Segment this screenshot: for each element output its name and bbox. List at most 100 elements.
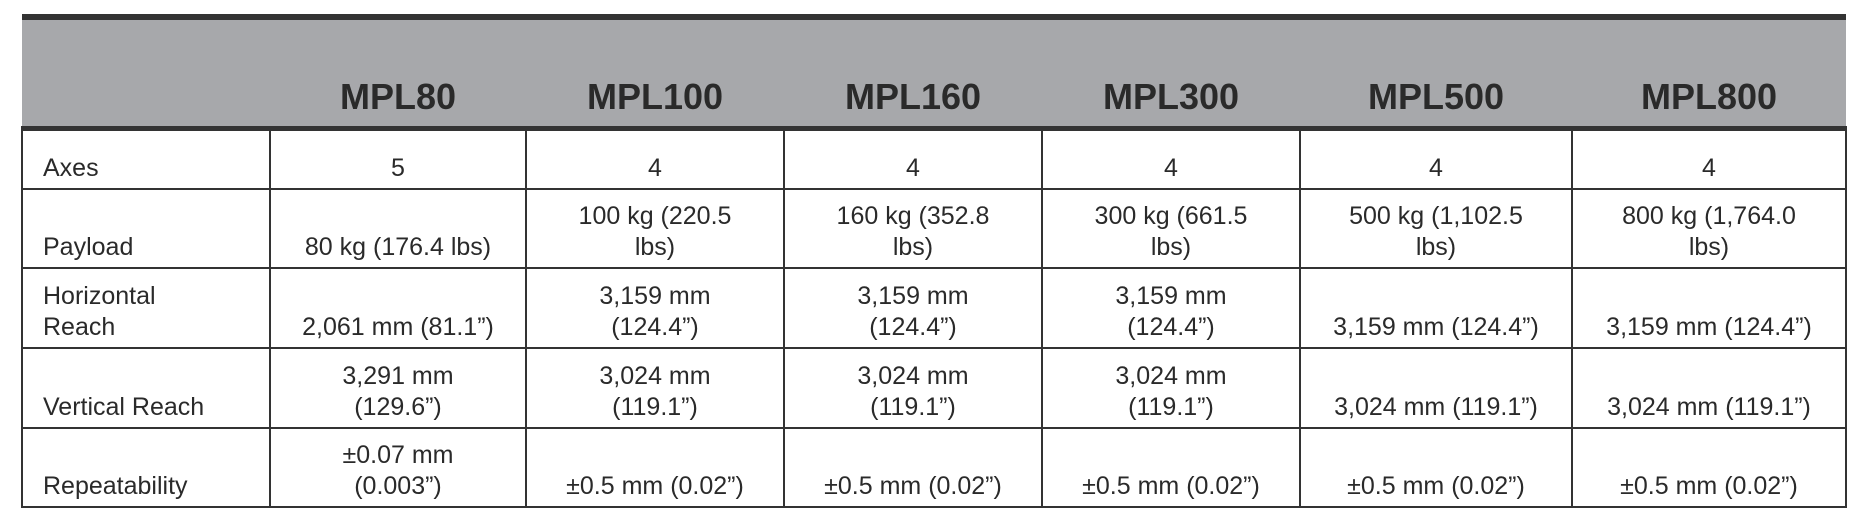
cell: 800 kg (1,764.0 lbs) — [1571, 187, 1847, 269]
cell-line: (124.4”) — [611, 312, 699, 341]
header-cell: MPL80 — [270, 14, 526, 131]
cell-line: 3,291 mm — [342, 361, 454, 390]
cell: 3,291 mm (129.6”) — [269, 346, 527, 429]
cell-line: 4 — [906, 153, 920, 182]
cell: 4 — [525, 127, 785, 190]
cell-line: ±0.5 mm (0.02”) — [824, 471, 1002, 500]
row-label: Vertical Reach — [21, 346, 271, 429]
cell: 3,024 mm (119.1”) — [525, 346, 785, 429]
cell-line: Axes — [43, 153, 99, 182]
table-row: Horizontal Reach 2,061 mm (81.1”) 3,159 mm(… — [21, 266, 1847, 349]
cell-line: ±0.07 mm — [342, 440, 454, 469]
cell-line: Reach — [43, 312, 116, 341]
cell-line: 4 — [1702, 153, 1716, 182]
cell-line: 4 — [648, 153, 662, 182]
cell-line: 100 kg (220.5 — [578, 201, 732, 230]
cell-line: ±0.5 mm (0.02”) — [1347, 471, 1525, 500]
cell: ±0.5 mm (0.02”) — [1299, 426, 1573, 508]
table-body: Axes 5 4 4 4 4 4 Payload 80 kg (176.4 lbs) 100 kg… — [21, 127, 1847, 508]
cell-line: 3,024 mm (119.1”) — [1334, 392, 1538, 421]
cell: 3,159 mm (124.4”) — [783, 266, 1043, 349]
table-row: Repeatability ±0.07 mm (0.003”) ±0.5 mm (0.… — [21, 426, 1847, 508]
cell-line: lbs) — [1150, 232, 1192, 261]
cell-line: (119.1”) — [612, 392, 698, 421]
cell-line: 300 kg (661.5 — [1094, 201, 1248, 230]
cell: 3,024 mm (119.1”) — [1299, 346, 1573, 429]
cell: 4 — [1041, 127, 1301, 190]
cell: 4 — [1299, 127, 1573, 190]
cell-line: (129.6”) — [354, 392, 442, 421]
cell-line: ±0.5 mm (0.02”) — [1620, 471, 1798, 500]
cell: 100 kg (220.5 lbs) — [525, 187, 785, 269]
cell: 4 — [783, 127, 1043, 190]
cell-line: lbs) — [892, 232, 934, 261]
cell: ±0.07 mm (0.003”) — [269, 426, 527, 508]
row-label: Payload — [21, 187, 271, 269]
cell-line: 4 — [1429, 153, 1443, 182]
cell-line: (124.4”) — [1127, 312, 1215, 341]
cell-line: 3,159 mm (124.4”) — [1333, 312, 1539, 341]
cell-line: 3,024 mm (119.1”) — [1607, 392, 1811, 421]
cell-line: 3,024 mm — [1115, 361, 1227, 390]
cell-line: (124.4”) — [869, 312, 957, 341]
cell-line: (119.1”) — [1128, 392, 1214, 421]
cell-line: lbs) — [634, 232, 676, 261]
cell-line: Repeatability — [43, 471, 188, 500]
cell-line: Vertical Reach — [43, 392, 205, 421]
cell: 3,159 mm (124.4”) — [525, 266, 785, 349]
cell: 500 kg (1,102.5 lbs) — [1299, 187, 1573, 269]
cell-line: 80 kg (176.4 lbs) — [304, 232, 492, 261]
cell-line: (119.1”) — [870, 392, 956, 421]
cell-line: 3,024 mm — [599, 361, 711, 390]
cell-line: 3,159 mm (124.4”) — [1606, 312, 1812, 341]
table-row: Payload 80 kg (176.4 lbs) 100 kg (220.5 lbs… — [21, 187, 1847, 269]
cell: 160 kg (352.8 lbs) — [783, 187, 1043, 269]
row-label: Repeatability — [21, 426, 271, 508]
cell: 3,159 mm (124.4”) — [1041, 266, 1301, 349]
cell: 300 kg (661.5 lbs) — [1041, 187, 1301, 269]
header-cell: MPL300 — [1042, 14, 1300, 131]
cell-line: ±0.5 mm (0.02”) — [566, 471, 744, 500]
cell-line: 3,024 mm — [857, 361, 969, 390]
cell-line: lbs) — [1688, 232, 1730, 261]
cell: ±0.5 mm (0.02”) — [525, 426, 785, 508]
header-cell: MPL160 — [784, 14, 1042, 131]
cell: ±0.5 mm (0.02”) — [783, 426, 1043, 508]
cell: ±0.5 mm (0.02”) — [1041, 426, 1301, 508]
cell-line: 4 — [1164, 153, 1178, 182]
cell: 3,024 mm (119.1”) — [783, 346, 1043, 429]
cell: ±0.5 mm (0.02”) — [1571, 426, 1847, 508]
cell-line: lbs) — [1415, 232, 1457, 261]
cell-line: Payload — [43, 232, 134, 261]
table-row: Vertical Reach 3,291 mm (129.6”) 3,024 mm (1… — [21, 346, 1847, 429]
header-cell: MPL800 — [1572, 14, 1846, 131]
cell-line: 2,061 mm (81.1”) — [302, 312, 494, 341]
header-row: MPL80 MPL100 MPL160 MPL300 MPL500 MPL800 — [22, 14, 1846, 131]
cell: 5 — [269, 127, 527, 190]
cell-line: 3,159 mm — [1115, 281, 1227, 310]
header-cell: MPL100 — [526, 14, 784, 131]
cell: 4 — [1571, 127, 1847, 190]
cell-line: 3,159 mm — [857, 281, 969, 310]
cell: 80 kg (176.4 lbs) — [269, 187, 527, 269]
cell-line: (0.003”) — [354, 471, 442, 500]
cell: 3,024 mm (119.1”) — [1571, 346, 1847, 429]
spec-table: MPL80 MPL100 MPL160 MPL300 MPL500 MPL800 Axes… — [21, 14, 1847, 508]
cell-line: 800 kg (1,764.0 — [1622, 201, 1796, 230]
table-row: Axes 5 4 4 4 4 4 — [21, 127, 1847, 190]
cell: 3,024 mm (119.1”) — [1041, 346, 1301, 429]
cell-line: Horizontal — [43, 281, 156, 310]
cell-line: 160 kg (352.8 — [836, 201, 990, 230]
cell: 3,159 mm (124.4”) — [1571, 266, 1847, 349]
header-cell: MPL500 — [1300, 14, 1572, 131]
cell: 3,159 mm (124.4”) — [1299, 266, 1573, 349]
cell-line: 500 kg (1,102.5 — [1349, 201, 1523, 230]
cell-line: 3,159 mm — [599, 281, 711, 310]
row-label: Axes — [21, 127, 271, 190]
cell-line: ±0.5 mm (0.02”) — [1082, 471, 1260, 500]
row-label: Horizontal Reach — [21, 266, 271, 349]
cell: 2,061 mm (81.1”) — [269, 266, 527, 349]
header-cell — [22, 14, 270, 131]
cell-line: 5 — [391, 153, 405, 182]
